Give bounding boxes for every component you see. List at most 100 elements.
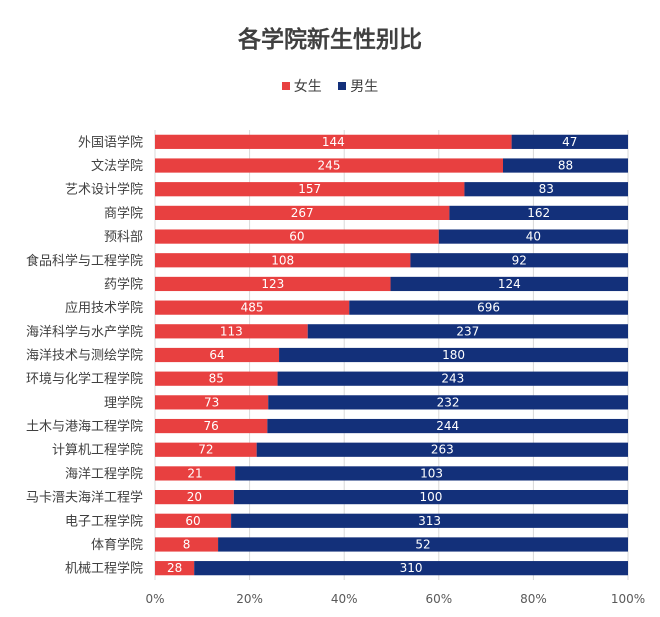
category-label: 海洋技术与测绘学院: [26, 348, 143, 364]
bar-female: [155, 442, 257, 457]
data-label-female: 144: [322, 135, 345, 149]
data-label-female: 108: [271, 253, 294, 267]
bar-female: [155, 466, 236, 481]
bar-male: [233, 490, 629, 505]
x-tick-label: 60%: [425, 592, 452, 606]
bar-male: [390, 276, 628, 292]
data-label-male: 88: [558, 159, 573, 173]
bar-male: [231, 513, 628, 528]
bar-male: [279, 347, 628, 363]
category-label: 理学院: [104, 395, 143, 411]
data-label-male: 103: [420, 466, 443, 480]
bar-female: [155, 276, 391, 292]
bar-male: [235, 466, 628, 481]
data-label-female: 8: [183, 537, 191, 551]
bar-female: [155, 158, 504, 173]
data-label-male: 162: [527, 206, 550, 220]
bar-male: [511, 134, 628, 149]
bar-female: [155, 371, 278, 386]
data-label-female: 113: [220, 324, 243, 338]
data-label-male: 124: [498, 277, 521, 291]
data-label-female: 60: [185, 514, 200, 528]
category-label: 环境与化学工程学院: [26, 371, 143, 387]
data-label-female: 267: [291, 206, 314, 220]
data-label-male: 47: [562, 135, 577, 149]
data-label-female: 157: [298, 182, 321, 196]
legend-swatch-male: [338, 82, 347, 90]
data-label-female: 85: [209, 372, 224, 386]
data-label-female: 72: [198, 443, 213, 457]
bar-female: [155, 182, 465, 197]
x-tick-label: 40%: [331, 592, 358, 606]
bar-male: [410, 253, 628, 268]
data-label-male: 313: [418, 514, 441, 528]
category-label: 计算机工程学院: [52, 442, 143, 458]
bar-male: [449, 205, 628, 220]
data-label-male: 244: [436, 419, 459, 433]
legend-swatch-female: [281, 82, 290, 90]
category-label: 艺术设计学院: [65, 182, 143, 198]
chart-title: 各学院新生性别比: [238, 27, 422, 53]
category-label: 电子工程学院: [65, 513, 143, 529]
bar-male: [503, 158, 628, 173]
category-label: 马卡溍夫海洋工程学: [26, 490, 143, 506]
bar-female: [155, 395, 269, 410]
data-label-female: 64: [209, 348, 224, 362]
bar-female: [155, 561, 195, 576]
data-label-female: 76: [204, 419, 219, 433]
data-label-male: 237: [456, 324, 479, 338]
data-label-male: 100: [419, 490, 442, 504]
category-label: 机械工程学院: [65, 561, 143, 577]
bar-female: [155, 253, 411, 268]
bar-female: [155, 324, 308, 339]
bar-male: [194, 561, 629, 576]
data-label-male: 310: [400, 561, 423, 575]
data-label-male: 52: [415, 537, 430, 551]
bar-male: [277, 371, 628, 386]
data-label-female: 123: [261, 277, 284, 291]
data-label-male: 243: [441, 372, 464, 386]
category-label: 应用技术学院: [65, 300, 143, 316]
bar-female: [155, 134, 512, 149]
bar-female: [155, 229, 439, 244]
data-label-male: 180: [442, 348, 465, 362]
bar-female: [155, 490, 234, 505]
data-label-female: 485: [241, 301, 264, 315]
bar-female: [155, 418, 268, 434]
category-label: 文法学院: [91, 158, 143, 174]
x-tick-label: 100%: [611, 592, 645, 606]
bar-male: [349, 300, 628, 315]
legend-label-female: 女生: [293, 79, 322, 95]
x-tick-label: 80%: [520, 592, 547, 606]
data-label-male: 92: [512, 253, 527, 267]
category-label: 土木与港海工程学院: [26, 419, 143, 435]
bar-male: [267, 418, 628, 434]
legend: 女生 男生: [0, 76, 660, 96]
data-label-female: 20: [187, 490, 202, 504]
bar-female: [155, 513, 232, 528]
data-label-male: 40: [526, 230, 541, 244]
bar-male: [438, 229, 628, 244]
data-label-male: 232: [437, 395, 460, 409]
bar-male: [256, 442, 628, 457]
legend-label-male: 男生: [350, 79, 379, 95]
category-label: 外国语学院: [78, 134, 143, 150]
data-label-male: 263: [431, 443, 454, 457]
data-label-male: 83: [539, 182, 554, 196]
x-tick-label: 0%: [145, 592, 164, 606]
category-label: 海洋工程学院: [65, 466, 143, 482]
bar-female: [155, 205, 450, 220]
legend-item-male: 男生: [338, 76, 378, 96]
bar-female: [155, 300, 350, 315]
bar-male: [268, 395, 628, 410]
category-label: 海洋科学与水产学院: [26, 324, 143, 340]
data-label-male: 696: [477, 301, 500, 315]
data-label-female: 28: [167, 561, 182, 575]
data-label-female: 73: [204, 395, 219, 409]
bar-male: [307, 324, 628, 339]
x-tick-label: 20%: [236, 592, 263, 606]
bar-female: [155, 347, 280, 363]
bar-female: [155, 537, 219, 552]
category-label: 预科部: [104, 230, 143, 245]
